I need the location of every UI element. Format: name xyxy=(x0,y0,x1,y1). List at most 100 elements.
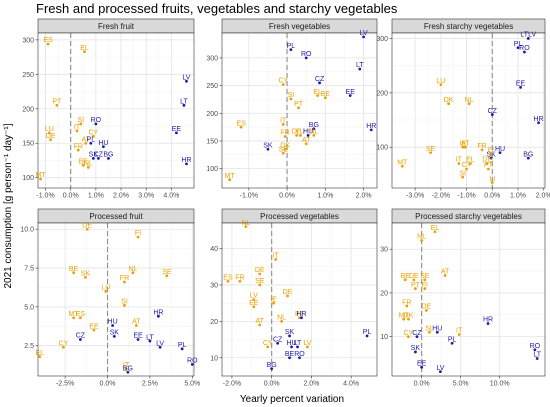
x-tick-label: 2.0% xyxy=(536,193,550,200)
point-label-cz: CZ xyxy=(94,152,104,159)
point-label-hr: HR xyxy=(153,309,163,316)
point-pt xyxy=(55,103,59,107)
point-label-be: BE xyxy=(79,158,89,165)
point-label-it: IT xyxy=(456,157,463,164)
point-label-lv: LV xyxy=(250,293,258,300)
point-de xyxy=(85,227,89,231)
point-label-lv: LV xyxy=(360,30,368,37)
point-bg xyxy=(312,127,316,131)
point-ee xyxy=(519,85,522,89)
plot-background xyxy=(222,33,377,188)
point-label-sk: SK xyxy=(89,152,99,159)
point-mt xyxy=(400,164,404,168)
point-at xyxy=(134,324,138,327)
plot-background xyxy=(392,33,545,188)
point-label-nl: NL xyxy=(84,161,93,168)
x-tick-label: 2.5% xyxy=(142,381,158,388)
y-tick-label: 200 xyxy=(376,90,388,97)
point-hr xyxy=(300,316,303,320)
point-ee xyxy=(136,338,140,341)
point-label-mt: MT xyxy=(399,312,410,319)
point-ee xyxy=(174,131,178,135)
point-label-bg: BG xyxy=(523,151,533,158)
point-ro xyxy=(523,50,526,54)
point-ie xyxy=(461,145,465,149)
point-fr xyxy=(123,280,126,284)
point-label-de: DE xyxy=(46,133,56,140)
panel-fresh-fruit: Fresh fruit -1.0% 0.0% 1.0% 2.0% 3.0% 4.0% 100 1… xyxy=(22,18,195,200)
plot-background xyxy=(38,33,194,188)
point-lt xyxy=(148,339,152,343)
y-tick-label: 200 xyxy=(206,111,218,118)
y-tick-label: 250 xyxy=(206,83,218,90)
point-label-si: SI xyxy=(77,117,84,124)
point-it xyxy=(457,162,461,165)
point-lt xyxy=(358,67,362,71)
point-label-pl: PL xyxy=(448,336,457,343)
point-label-pt: PT xyxy=(52,99,62,106)
point-se xyxy=(281,151,285,155)
point-label-fi: FI xyxy=(135,230,141,237)
point-cy xyxy=(62,345,65,349)
point-label-bg: BG xyxy=(123,365,133,372)
point-label-ro: RO xyxy=(187,358,198,365)
point-label-dk: DK xyxy=(280,142,290,149)
point-label-cz: CZ xyxy=(412,330,422,337)
point-label-si: SI xyxy=(288,92,295,99)
plot-background xyxy=(38,223,194,376)
point-label-hu: HU xyxy=(432,325,442,332)
point-label-fi: FI xyxy=(488,147,494,154)
point-de xyxy=(295,134,299,137)
point-hu xyxy=(498,151,502,155)
y-tick-label: 2.5 xyxy=(24,343,34,350)
point-label-ro: RO xyxy=(301,51,312,58)
point-label-hr: HR xyxy=(483,317,493,324)
point-ie xyxy=(272,301,276,305)
point-label-lu: LU xyxy=(436,78,445,85)
point-lu xyxy=(439,83,443,87)
point-at xyxy=(258,323,262,327)
facet-title: Processed starchy vegetables xyxy=(415,212,522,221)
point-be xyxy=(288,356,291,360)
point-label-be: BE xyxy=(69,266,79,273)
point-label-si: SI xyxy=(121,299,128,306)
point-label-ee: EE xyxy=(417,360,427,367)
point-fr xyxy=(480,148,484,152)
point-el xyxy=(83,50,86,53)
point-bg xyxy=(270,367,274,371)
point-label-it: IT xyxy=(280,118,287,125)
point-label-hu: HU xyxy=(286,340,296,347)
y-tick-label: 300 xyxy=(206,55,218,62)
point-label-cy: CY xyxy=(278,78,288,85)
point-label-el: EL xyxy=(35,350,44,357)
point-be xyxy=(403,278,407,282)
point-label-de: DE xyxy=(482,157,492,164)
point-label-ie: IE xyxy=(270,296,277,303)
y-tick-label: 100 xyxy=(376,145,388,152)
x-tick-label: 1.0% xyxy=(317,193,333,200)
point-cy xyxy=(406,335,410,339)
point-label-hu: HU xyxy=(108,319,118,326)
point-label-bg: BG xyxy=(309,122,319,129)
point-pl xyxy=(450,341,454,345)
point-label-lv: LV xyxy=(182,74,190,81)
point-nl xyxy=(131,271,135,275)
point-label-it: IT xyxy=(74,124,81,131)
point-label-mt: MT xyxy=(225,173,236,180)
point-pl xyxy=(289,48,293,52)
panel-fresh-starchy-vegetables: Fresh starchy vegetables -3.0% -2.0% -1.0% 0… xyxy=(376,18,550,200)
y-tick-label: 100 xyxy=(206,166,218,173)
point-label-fr: FR xyxy=(402,299,411,306)
point-pl xyxy=(89,141,93,145)
point-label-mt: MT xyxy=(35,172,46,179)
point-at xyxy=(84,141,88,145)
point-label-sl: SL xyxy=(425,325,434,332)
point-label-se: SE xyxy=(279,146,289,153)
point-label-dk: DK xyxy=(444,97,454,104)
point-label-lt: LT xyxy=(294,340,302,347)
point-ro xyxy=(190,362,194,366)
x-tick-label: -1.0% xyxy=(36,193,54,200)
point-si xyxy=(123,303,126,307)
facet-title: Processed fruit xyxy=(89,212,143,221)
